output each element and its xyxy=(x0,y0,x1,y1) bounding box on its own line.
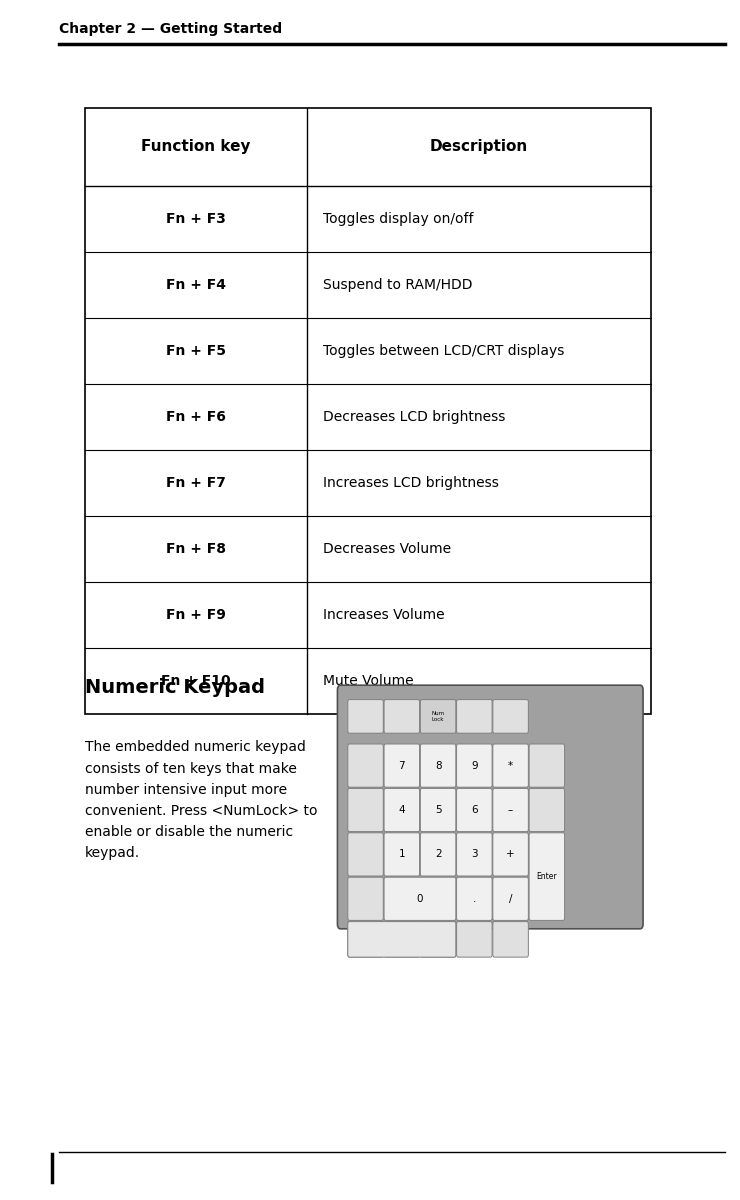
FancyBboxPatch shape xyxy=(384,788,420,832)
FancyBboxPatch shape xyxy=(420,788,456,832)
FancyBboxPatch shape xyxy=(348,788,383,832)
FancyBboxPatch shape xyxy=(457,833,492,876)
FancyBboxPatch shape xyxy=(348,700,383,733)
Text: Fn + F9: Fn + F9 xyxy=(166,608,226,622)
FancyBboxPatch shape xyxy=(493,788,528,832)
Text: Toggles between LCD/CRT displays: Toggles between LCD/CRT displays xyxy=(323,344,565,358)
Text: The embedded numeric keypad
consists of ten keys that make
number intensive inpu: The embedded numeric keypad consists of … xyxy=(85,740,317,860)
FancyBboxPatch shape xyxy=(384,833,420,876)
Text: Toggles display on/off: Toggles display on/off xyxy=(323,212,474,226)
FancyBboxPatch shape xyxy=(493,833,528,876)
FancyBboxPatch shape xyxy=(493,744,528,787)
FancyBboxPatch shape xyxy=(420,922,456,958)
Text: –: – xyxy=(508,805,514,815)
FancyBboxPatch shape xyxy=(457,877,492,920)
FancyBboxPatch shape xyxy=(493,700,528,733)
Text: Suspend to RAM/HDD: Suspend to RAM/HDD xyxy=(323,278,473,292)
FancyBboxPatch shape xyxy=(420,833,456,876)
Text: Numeric Keypad: Numeric Keypad xyxy=(85,678,265,697)
Text: Description: Description xyxy=(430,139,528,155)
Text: Fn + F5: Fn + F5 xyxy=(166,344,226,358)
Text: Increases Volume: Increases Volume xyxy=(323,608,445,622)
Text: .: . xyxy=(473,894,476,904)
FancyBboxPatch shape xyxy=(348,922,383,958)
FancyBboxPatch shape xyxy=(457,700,492,733)
Text: 1: 1 xyxy=(399,850,405,859)
Text: Fn + F7: Fn + F7 xyxy=(166,476,226,490)
Text: Mute Volume: Mute Volume xyxy=(323,674,414,688)
Text: 5: 5 xyxy=(435,805,441,815)
FancyBboxPatch shape xyxy=(384,744,420,787)
FancyBboxPatch shape xyxy=(384,877,456,920)
FancyBboxPatch shape xyxy=(384,922,420,958)
Text: Fn + F8: Fn + F8 xyxy=(166,542,226,556)
Text: Fn + F4: Fn + F4 xyxy=(166,278,226,292)
Text: Function key: Function key xyxy=(141,139,251,155)
Text: 8: 8 xyxy=(435,761,441,770)
Text: 6: 6 xyxy=(471,805,477,815)
Text: *: * xyxy=(508,761,513,770)
FancyBboxPatch shape xyxy=(420,744,456,787)
Text: Fn + F3: Fn + F3 xyxy=(166,212,226,226)
Text: Fn + F6: Fn + F6 xyxy=(166,410,226,424)
FancyBboxPatch shape xyxy=(348,922,456,958)
FancyBboxPatch shape xyxy=(493,922,528,958)
FancyBboxPatch shape xyxy=(529,788,565,832)
Text: 9: 9 xyxy=(471,761,477,770)
Text: Increases LCD brightness: Increases LCD brightness xyxy=(323,476,500,490)
Text: Decreases LCD brightness: Decreases LCD brightness xyxy=(323,410,505,424)
Text: /: / xyxy=(509,894,512,904)
FancyBboxPatch shape xyxy=(493,877,528,920)
FancyBboxPatch shape xyxy=(457,788,492,832)
Text: Fn + F10: Fn + F10 xyxy=(161,674,231,688)
FancyBboxPatch shape xyxy=(348,877,383,920)
FancyBboxPatch shape xyxy=(529,744,565,787)
FancyBboxPatch shape xyxy=(337,685,643,929)
Text: 0: 0 xyxy=(417,894,423,904)
FancyBboxPatch shape xyxy=(384,700,420,733)
FancyBboxPatch shape xyxy=(457,922,492,958)
Text: Chapter 2 — Getting Started: Chapter 2 — Getting Started xyxy=(59,22,283,36)
FancyBboxPatch shape xyxy=(420,700,456,733)
FancyBboxPatch shape xyxy=(529,833,565,920)
Text: Decreases Volume: Decreases Volume xyxy=(323,542,451,556)
Text: Num
Lock: Num Lock xyxy=(431,710,445,721)
FancyBboxPatch shape xyxy=(348,744,383,787)
Text: 2: 2 xyxy=(435,850,441,859)
Text: +: + xyxy=(506,850,515,859)
Text: 4: 4 xyxy=(399,805,405,815)
FancyBboxPatch shape xyxy=(348,833,383,876)
Text: 7: 7 xyxy=(399,761,405,770)
Text: Enter: Enter xyxy=(536,872,557,881)
Text: 3: 3 xyxy=(471,850,477,859)
FancyBboxPatch shape xyxy=(457,744,492,787)
